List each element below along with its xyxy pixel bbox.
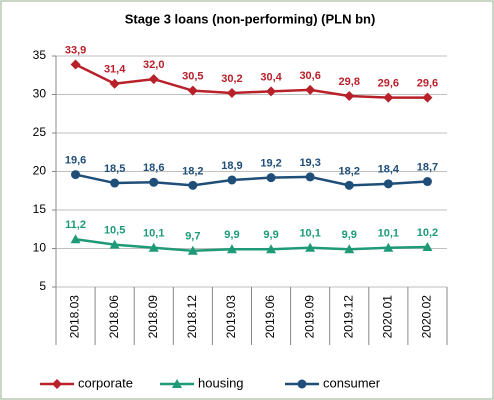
chart-title: Stage 3 loans (non-performing) (PLN bn) bbox=[125, 11, 376, 26]
point bbox=[227, 175, 237, 185]
x-tick-label: 2019.06 bbox=[263, 295, 277, 339]
point bbox=[383, 242, 394, 252]
data-label: 29,6 bbox=[378, 77, 399, 89]
data-label: 31,4 bbox=[104, 64, 126, 76]
point bbox=[422, 177, 432, 187]
data-label: 9,7 bbox=[185, 231, 200, 243]
series-line bbox=[74, 63, 428, 99]
legend-label: housing bbox=[198, 375, 244, 390]
point bbox=[266, 244, 277, 254]
data-label: 18,7 bbox=[417, 161, 438, 173]
y-tick-label: 35 bbox=[33, 48, 47, 62]
point bbox=[188, 180, 198, 190]
point bbox=[70, 59, 81, 70]
y-tick-label: 5 bbox=[39, 279, 46, 293]
data-label: 30,5 bbox=[182, 71, 203, 83]
legend-marker bbox=[297, 379, 307, 389]
point bbox=[70, 234, 81, 244]
y-tick-label: 15 bbox=[33, 202, 47, 216]
data-label: 29,8 bbox=[339, 76, 360, 88]
point bbox=[187, 245, 198, 255]
point bbox=[148, 242, 159, 252]
data-label: 19,3 bbox=[299, 157, 320, 169]
point bbox=[266, 86, 277, 97]
x-tick-label: 2020.02 bbox=[420, 295, 434, 339]
data-label: 9,9 bbox=[263, 229, 278, 241]
data-label: 18,6 bbox=[143, 162, 164, 174]
data-label: 9,9 bbox=[224, 229, 239, 241]
x-tick-label: 2019.12 bbox=[341, 295, 355, 339]
point bbox=[383, 179, 393, 189]
data-label: 10,1 bbox=[143, 228, 164, 240]
y-tick-label: 30 bbox=[33, 87, 47, 101]
point bbox=[148, 74, 159, 85]
data-label: 10,1 bbox=[378, 228, 399, 240]
point bbox=[422, 92, 433, 103]
y-tick-label: 25 bbox=[33, 125, 47, 139]
point bbox=[71, 170, 81, 180]
data-label: 10,1 bbox=[299, 228, 320, 240]
series-line bbox=[75, 173, 428, 187]
data-label: 18,4 bbox=[378, 164, 400, 176]
data-label: 18,5 bbox=[104, 163, 125, 175]
data-label: 30,6 bbox=[299, 70, 320, 82]
point bbox=[422, 241, 433, 251]
legend-label: corporate bbox=[78, 375, 133, 390]
data-label: 11,2 bbox=[65, 219, 86, 231]
y-tick-label: 10 bbox=[33, 241, 47, 255]
x-tick-label: 2019.03 bbox=[224, 295, 238, 339]
data-label: 19,2 bbox=[260, 158, 281, 170]
x-tick-label: 2019.09 bbox=[302, 295, 316, 339]
legend-marker bbox=[172, 379, 182, 388]
x-tick-label: 2018.06 bbox=[107, 295, 121, 339]
data-label: 9,9 bbox=[342, 229, 357, 241]
legend-label: consumer bbox=[323, 375, 381, 390]
point bbox=[266, 173, 276, 183]
data-label: 10,5 bbox=[104, 225, 125, 237]
point bbox=[344, 244, 355, 254]
y-tick-label: 20 bbox=[33, 164, 47, 178]
data-label: 29,6 bbox=[417, 77, 438, 89]
data-label: 30,4 bbox=[260, 71, 282, 83]
point bbox=[187, 85, 198, 96]
point bbox=[305, 242, 316, 252]
series-line bbox=[75, 238, 428, 253]
x-tick-label: 2020.01 bbox=[381, 295, 395, 339]
x-tick-label: 2018.12 bbox=[185, 295, 199, 339]
point bbox=[226, 87, 237, 98]
data-label: 10,2 bbox=[417, 227, 438, 239]
data-label: 30,2 bbox=[221, 73, 242, 85]
point bbox=[383, 92, 394, 103]
point bbox=[109, 78, 120, 89]
data-label: 33,9 bbox=[65, 44, 86, 56]
data-label: 18,9 bbox=[221, 160, 242, 172]
x-tick-label: 2018.09 bbox=[146, 295, 160, 339]
point bbox=[226, 244, 237, 254]
data-label: 19,6 bbox=[65, 154, 86, 166]
data-label: 18,2 bbox=[339, 165, 360, 177]
legend-marker bbox=[52, 379, 62, 389]
point bbox=[305, 172, 315, 182]
point bbox=[149, 177, 159, 187]
point bbox=[110, 178, 120, 188]
point bbox=[344, 180, 354, 190]
data-label: 18,2 bbox=[182, 165, 203, 177]
data-label: 32,0 bbox=[143, 59, 164, 71]
point bbox=[109, 239, 120, 249]
point bbox=[305, 84, 316, 95]
x-tick-label: 2018.03 bbox=[68, 295, 82, 339]
point bbox=[344, 91, 355, 102]
